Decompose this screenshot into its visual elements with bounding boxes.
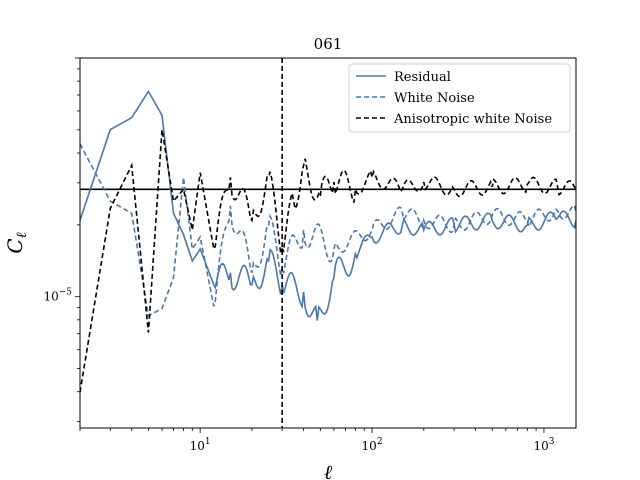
plot-area — [80, 58, 576, 428]
x-tick-label: 103 — [533, 437, 554, 453]
legend-label-residual: Residual — [394, 70, 451, 85]
axis-tick-labels: 101 102 103 10−5 — [43, 288, 554, 453]
plot-frame — [79, 57, 577, 429]
axis-ticks — [75, 57, 545, 433]
x-axis-label: ℓ — [324, 460, 333, 480]
y-tick-label: 10−5 — [43, 288, 72, 304]
legend: Residual White Noise Anisotropic white N… — [348, 63, 571, 133]
legend-label-anisotropic: Anisotropic white Noise — [393, 112, 552, 127]
y-axis-label-main: C — [3, 238, 27, 253]
chart-title: 061 — [314, 35, 343, 53]
x-tick-label: 102 — [362, 437, 383, 453]
y-axis-label: Cℓ — [3, 232, 30, 253]
x-tick-label: 101 — [190, 437, 211, 453]
white-noise-line — [80, 143, 576, 318]
legend-label-white-noise: White Noise — [394, 91, 475, 106]
anisotropic-white-noise-line — [80, 129, 576, 393]
y-axis-label-subscript: ℓ — [14, 232, 30, 238]
